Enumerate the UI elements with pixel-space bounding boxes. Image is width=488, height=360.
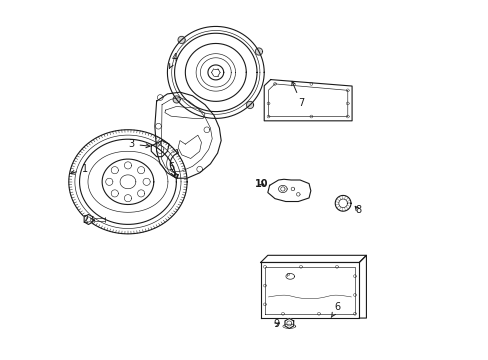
Text: 4: 4	[169, 53, 177, 68]
Polygon shape	[267, 179, 310, 202]
Polygon shape	[246, 102, 253, 108]
Polygon shape	[173, 96, 180, 103]
Polygon shape	[255, 48, 262, 55]
Text: 6: 6	[330, 302, 340, 318]
Polygon shape	[151, 140, 169, 157]
Text: 7: 7	[291, 81, 304, 108]
Text: 3: 3	[128, 139, 150, 149]
Text: 1: 1	[71, 164, 88, 174]
Polygon shape	[84, 215, 93, 225]
Text: 2: 2	[81, 215, 95, 225]
Text: 5: 5	[167, 162, 175, 176]
Text: 8: 8	[354, 206, 361, 216]
Polygon shape	[285, 319, 293, 328]
Text: 9: 9	[273, 319, 279, 329]
Polygon shape	[178, 36, 185, 44]
Text: P: P	[286, 273, 289, 278]
Polygon shape	[278, 185, 286, 193]
Text: 10: 10	[254, 179, 268, 189]
